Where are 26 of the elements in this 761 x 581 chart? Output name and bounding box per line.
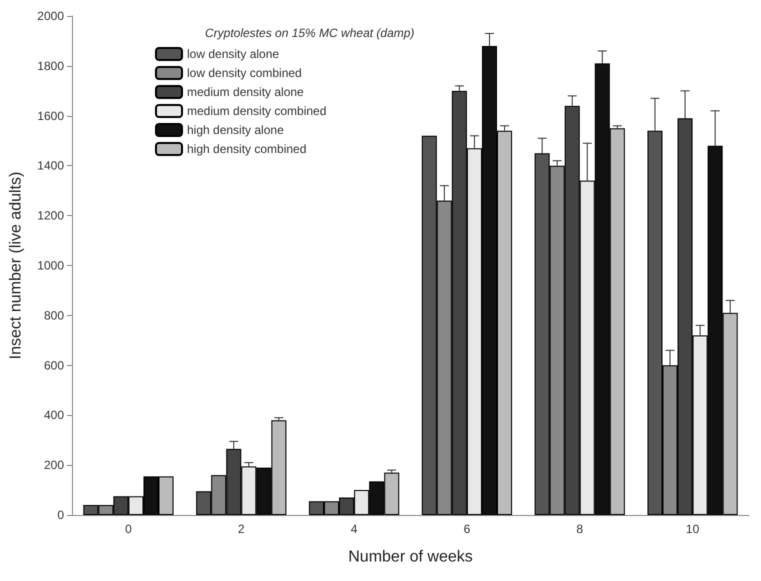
y-tick-label: 1600	[37, 108, 64, 123]
y-tick-label: 1800	[37, 58, 64, 73]
y-tick-label: 0	[57, 508, 64, 522]
legend-label: low density combined	[187, 66, 302, 80]
x-tick-label: 6	[464, 522, 471, 536]
x-tick-label: 8	[576, 522, 584, 536]
y-tick-label: 2000	[37, 9, 64, 23]
x-tick-label: 10	[686, 522, 700, 536]
y-tick-label: 800	[44, 308, 64, 322]
x-tick-label: 2	[238, 522, 245, 536]
x-tick-label: 0	[125, 522, 132, 536]
y-tick-label: 600	[44, 358, 64, 372]
legend-label: high density combined	[187, 142, 306, 156]
y-tick-label: 200	[44, 458, 64, 472]
legend-label: medium density combined	[187, 104, 326, 118]
y-tick-label: 1000	[37, 258, 64, 272]
legend-label: low density alone	[187, 47, 280, 61]
x-axis-title: Number of weeks	[348, 548, 473, 566]
y-tick-label: 1400	[37, 158, 64, 173]
y-tick-label: 400	[44, 408, 64, 422]
y-axis-title: Insect number (live adults)	[8, 172, 24, 360]
x-tick-label: 4	[350, 522, 358, 536]
legend-label: medium density alone	[187, 85, 304, 99]
legend-label: high density alone	[187, 123, 284, 137]
y-tick-label: 1200	[37, 208, 64, 223]
text: Cryptolestes on 15% MC wheat (damp)	[205, 26, 414, 40]
